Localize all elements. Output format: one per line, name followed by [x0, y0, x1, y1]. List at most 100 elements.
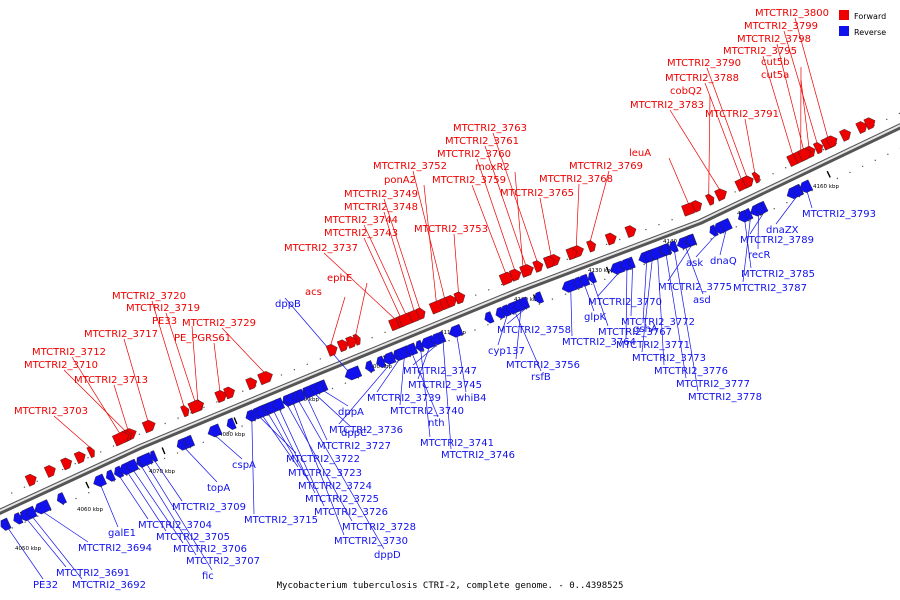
forward-leader-line	[575, 183, 580, 247]
reverse-leader-line	[592, 282, 609, 327]
forward-leader-line	[63, 369, 126, 432]
forward-gene-arrow	[453, 291, 466, 305]
legend-reverse-label: Reverse	[854, 28, 886, 37]
reverse-leader-line	[642, 262, 647, 324]
forward-gene-arrow	[415, 307, 426, 320]
reverse-gene-label: topA	[207, 483, 230, 494]
axis-minor-tick	[887, 153, 889, 156]
forward-leader-line	[668, 157, 689, 205]
reverse-gene-label: MTCTRI2_3773	[632, 353, 706, 364]
reverse-leader-line	[127, 473, 167, 532]
forward-gene-label: MTCTRI2_3791	[705, 109, 779, 120]
forward-leader-line	[323, 252, 395, 319]
reverse-leader-line	[420, 351, 431, 438]
forward-leader-line	[476, 158, 515, 270]
forward-leader-line	[383, 211, 415, 311]
axis-minor-tick	[645, 228, 647, 231]
reverse-leader-line	[399, 357, 405, 406]
axis-minor-tick	[164, 422, 166, 425]
reverse-gene-arrow	[520, 296, 531, 309]
forward-gene-label: MTCTRI2_3761	[445, 136, 519, 147]
reverse-leader-line	[625, 269, 628, 340]
reverse-leader-line	[146, 464, 213, 571]
reverse-leader-line	[323, 390, 349, 407]
forward-gene-arrow	[141, 419, 156, 434]
axis-minor-tick	[306, 398, 308, 400]
reverse-leader-line	[215, 435, 243, 460]
reverse-gene-arrow	[138, 452, 154, 467]
reverse-gene-label: MTCTRI2_3785	[741, 269, 815, 280]
reverse-gene-arrow	[438, 330, 447, 343]
legend: Forward Reverse	[839, 10, 886, 37]
reverse-gene-label: dppD	[374, 550, 401, 561]
forward-leader-line	[113, 384, 129, 430]
reverse-gene-label: MTCTRI2_3725	[305, 494, 379, 505]
forward-leader-line	[669, 109, 720, 190]
reverse-gene-label: galE1	[108, 528, 136, 539]
axis-minor-tick	[87, 457, 89, 459]
forward-gene-label: MTCTRI2_3795	[723, 46, 797, 57]
axis-tick-label: 4140 kbp	[663, 239, 689, 245]
reverse-gene-label: rsfB	[531, 372, 551, 383]
reverse-gene-arrow	[272, 397, 286, 411]
axis-tick-label: 4080 kbp	[219, 432, 245, 438]
reverse-gene-label: MTCTRI2_3741	[420, 438, 494, 449]
reverse-gene-arrow	[745, 207, 754, 220]
axis-minor-tick	[331, 387, 334, 390]
reverse-gene-label: MTCTRI2_3715	[244, 515, 318, 526]
forward-gene-label: MTCTRI2_3790	[667, 58, 741, 69]
axis-major-tick	[826, 170, 831, 178]
forward-leader-line	[191, 325, 199, 401]
reverse-gene-arrow	[344, 365, 363, 381]
axis-minor-tick	[564, 293, 567, 295]
axis-minor-tick	[487, 324, 489, 326]
reverse-gene-label: MTCTRI2_3756	[506, 360, 580, 371]
reverse-leader-line	[293, 403, 345, 536]
reverse-gene-label: MTCTRI2_3707	[186, 556, 260, 567]
axis-minor-tick	[61, 468, 64, 471]
axis-minor-tick	[88, 492, 90, 494]
reverse-gene-label: MTCTRI2_3709	[172, 502, 246, 513]
reverse-gene-arrow	[105, 469, 116, 482]
reverse-gene-arrow	[484, 311, 495, 324]
axis-tick-label: 4100 kbp	[366, 364, 392, 370]
reverse-gene-arrow	[627, 256, 636, 269]
reverse-gene-arrow	[304, 385, 315, 398]
reverse-leader-line	[667, 245, 692, 282]
reverse-leader-line	[133, 470, 184, 544]
reverse-leader-line	[412, 354, 439, 418]
reverse-gene-label: MTCTRI2_3691	[56, 568, 130, 579]
reverse-gene-label: MTCTRI2_3694	[78, 543, 152, 554]
axis-minor-tick	[319, 358, 322, 360]
reverse-leader-line	[497, 315, 508, 346]
reverse-gene-label: dnaZX	[766, 225, 799, 236]
axis-minor-tick	[735, 226, 738, 228]
reverse-gene-label: MTCTRI2_3787	[733, 283, 807, 294]
forward-gene-label: MTCTRI2_3765	[500, 188, 574, 199]
reverse-gene-label: recR	[748, 250, 771, 261]
forward-gene-arrow	[532, 260, 544, 273]
forward-gene-arrow	[565, 247, 578, 261]
forward-leader-line	[412, 170, 445, 299]
axis-tick-label: 4050 kbp	[15, 546, 41, 552]
axis-minor-tick	[500, 283, 503, 286]
forward-gene-label: MTCTRI2_3748	[344, 202, 418, 213]
forward-leader-line	[453, 233, 459, 293]
reverse-gene-label: ask	[686, 258, 703, 269]
reverse-gene-arrow	[376, 355, 387, 368]
axis-major-tick	[161, 447, 166, 455]
forward-gene-label: MTCTRI2_3768	[539, 174, 613, 185]
axis-minor-tick	[784, 167, 787, 169]
reverse-leader-line	[665, 255, 687, 379]
forward-gene-label: MTCTRI2_3769	[569, 161, 643, 172]
reverse-gene-arrow	[176, 438, 187, 451]
forward-leader-line	[151, 300, 185, 407]
forward-gene-label: MTCTRI2_3799	[744, 21, 818, 32]
forward-gene-label: ephE	[327, 273, 352, 284]
reverse-gene-label: MTCTRI2_3724	[298, 481, 372, 492]
reverse-gene-arrow	[365, 360, 376, 373]
reverse-gene-label: cspA	[232, 460, 256, 471]
forward-leader-line	[589, 170, 610, 242]
reverse-gene-arrow	[799, 179, 814, 193]
genome-axis	[0, 123, 900, 515]
